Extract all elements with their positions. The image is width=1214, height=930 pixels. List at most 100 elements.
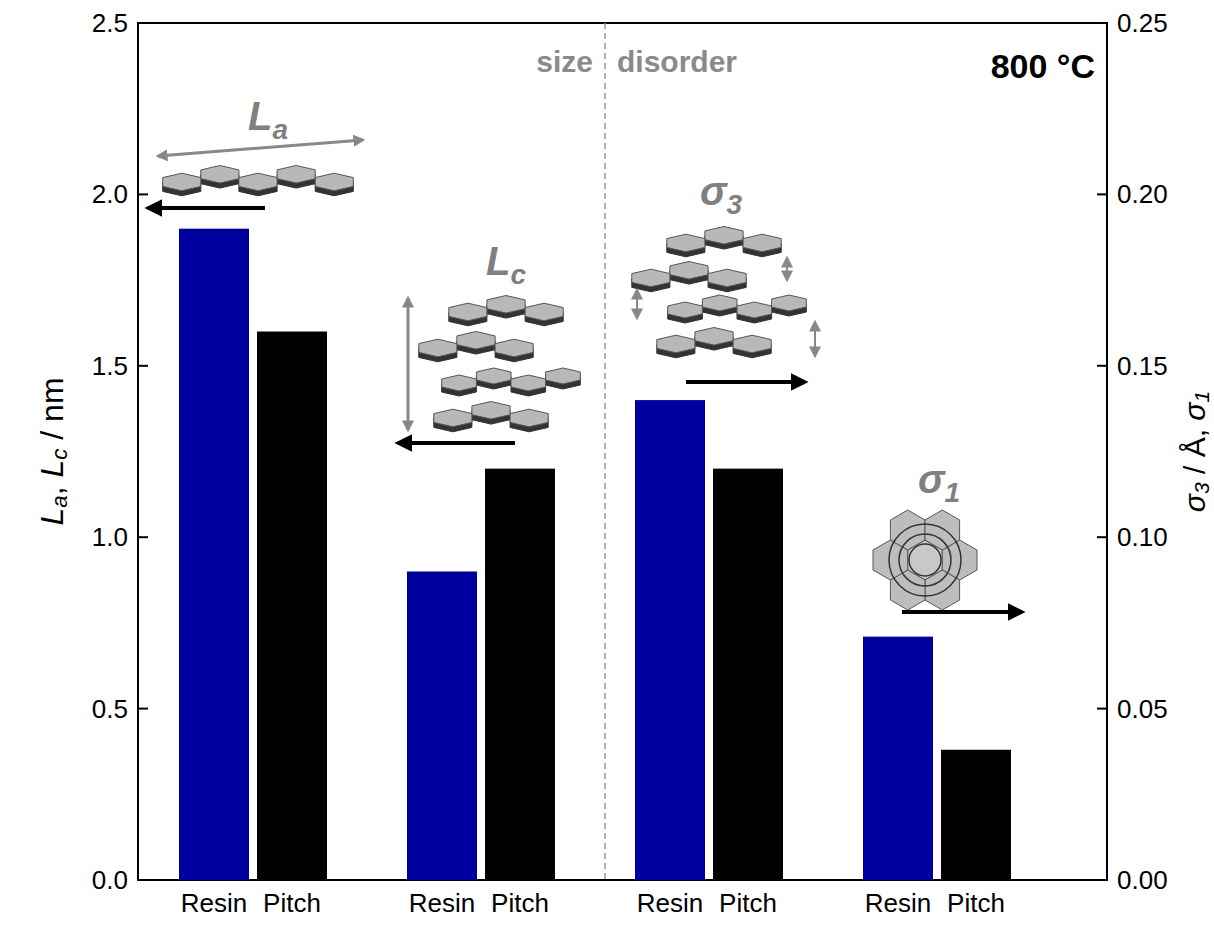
symbol: L: [34, 460, 70, 478]
y-tick: [138, 365, 148, 367]
graphene-sheet: [668, 295, 807, 323]
sheet-hex: [695, 328, 733, 346]
plot-frame: [138, 23, 1107, 880]
sheet-hex: [201, 166, 239, 184]
sheet-hex: [277, 166, 315, 184]
y-tick: [138, 22, 148, 24]
hex: [925, 510, 960, 550]
bar: [179, 229, 249, 880]
graphene-sheet: [419, 332, 533, 362]
bar: [713, 469, 783, 880]
sheet-hex: [733, 335, 771, 353]
subscript: a: [47, 495, 72, 507]
symbol: σ: [1178, 401, 1211, 421]
sheet-hex: [472, 402, 510, 420]
arrow: [636, 290, 638, 318]
graphene-sheet: [434, 402, 548, 432]
sheet-hex: [476, 368, 511, 384]
subscript: 1: [944, 477, 960, 508]
y-tick-label: 1.5: [92, 351, 128, 381]
sheet-hex: [702, 295, 737, 311]
sheet-hex: [315, 173, 353, 191]
sheet-hex: [163, 173, 201, 191]
group-label: σ3: [700, 169, 743, 220]
arrow: [398, 441, 515, 445]
ring: [889, 524, 961, 596]
y-tick: [138, 193, 148, 195]
sheet-hex: [434, 409, 472, 427]
x-tick-label: Pitch: [947, 888, 1005, 918]
sheet-hex: [632, 269, 670, 287]
graphene-sheet: [657, 328, 771, 358]
sheet-hex: [668, 302, 703, 318]
hex: [890, 510, 925, 550]
y2-tick-label: 0.05: [1117, 694, 1168, 724]
arrow: [158, 140, 363, 156]
x-tick-label: Resin: [409, 888, 475, 918]
section-label: size: [536, 45, 593, 78]
text-run: / nm: [34, 377, 70, 448]
sheet-hex: [670, 262, 708, 280]
bar: [635, 400, 705, 880]
ring: [899, 534, 951, 586]
sheet-hex: [495, 339, 533, 357]
sheet-hex: [457, 332, 495, 350]
bar: [485, 469, 555, 880]
graphene-sheet: [632, 262, 746, 292]
arrow: [686, 380, 805, 384]
y2-tick: [1097, 193, 1107, 195]
y-tick-label: 2.0: [92, 179, 128, 209]
x-tick-label: Pitch: [263, 888, 321, 918]
divider: [604, 23, 606, 880]
bar: [863, 637, 933, 880]
y-axis-title: La, Lc / nm: [34, 377, 72, 525]
y-tick-label: 2.5: [92, 8, 128, 38]
sheet-hex: [449, 303, 487, 321]
sheet-hex: [525, 303, 563, 321]
group-label: La: [248, 94, 288, 145]
y2-tick-label: 0.00: [1117, 865, 1168, 895]
graphene-sheet: [449, 296, 563, 326]
graphene-sheet: [667, 227, 781, 257]
subscript: c: [47, 449, 72, 460]
subscript: 3: [1189, 482, 1212, 494]
arrow: [814, 322, 816, 356]
y-tick: [138, 879, 148, 881]
group-label: Lc: [486, 239, 526, 290]
sheet-hex: [657, 335, 695, 353]
symbol: L: [34, 508, 70, 526]
sheet-hex: [487, 296, 525, 314]
sheet-hex: [737, 302, 772, 318]
y2-tick: [1097, 708, 1107, 710]
temperature-label: 800 °C: [991, 47, 1095, 85]
arrow: [902, 610, 1022, 614]
sheet-hex: [239, 173, 277, 191]
symbol: σ: [700, 169, 728, 213]
y2-tick-label: 0.20: [1117, 179, 1168, 209]
bar: [941, 750, 1011, 880]
section-label: disorder: [617, 45, 737, 78]
sheet-hex: [705, 227, 743, 245]
y-tick: [138, 536, 148, 538]
sheet-hex: [419, 339, 457, 357]
bar: [257, 332, 327, 880]
symbol: L: [248, 94, 272, 138]
subscript: c: [510, 259, 526, 290]
subscript: 3: [726, 189, 742, 220]
subscript: a: [272, 114, 288, 145]
y2-tick: [1097, 536, 1107, 538]
sheet-hex: [510, 409, 548, 427]
symbol: σ: [1178, 492, 1211, 512]
sheet-hex: [708, 269, 746, 287]
y2-axis-title: σ3 / Å, σ1: [1178, 391, 1213, 512]
y2-tick: [1097, 365, 1107, 367]
text-run: / Å,: [1178, 421, 1211, 483]
sheet-hex: [511, 375, 546, 391]
sheet-hex: [772, 295, 807, 311]
symbol: L: [486, 239, 510, 283]
y2-tick: [1097, 879, 1107, 881]
x-tick-label: Pitch: [491, 888, 549, 918]
y2-tick-label: 0.25: [1117, 8, 1168, 38]
y-tick-label: 0.0: [92, 865, 128, 895]
group-label: σ1: [918, 457, 960, 508]
